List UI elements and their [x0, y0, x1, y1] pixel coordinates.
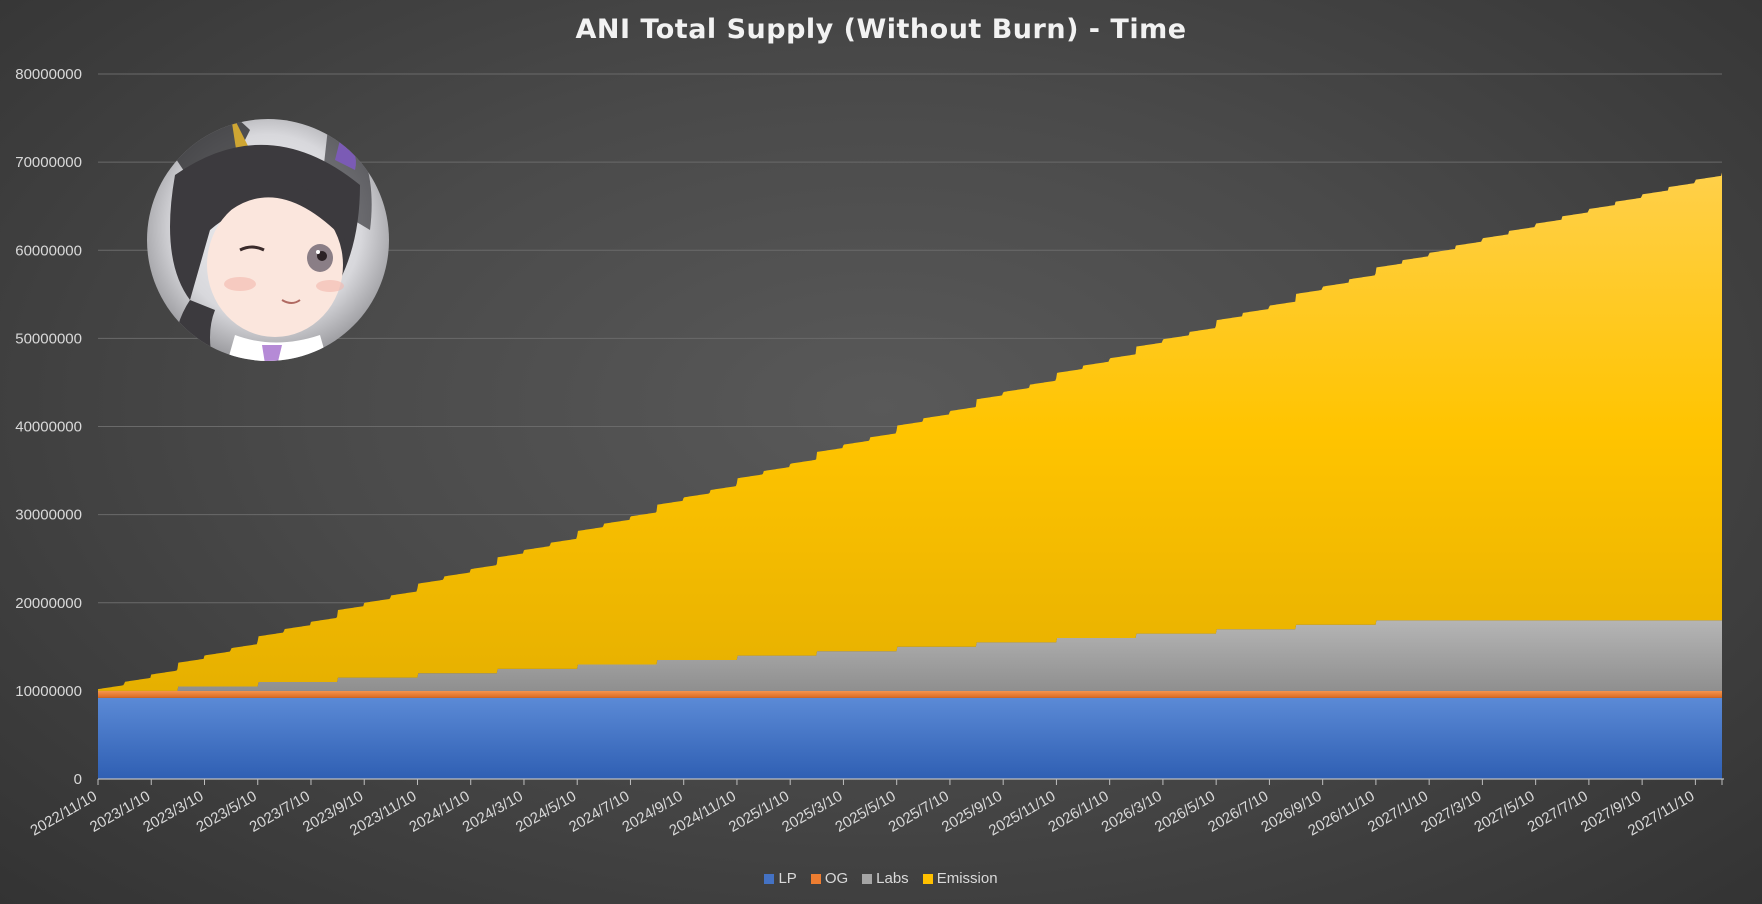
y-tick-label: 30000000	[15, 507, 82, 524]
x-tick-label: 2027/3/10	[1418, 788, 1484, 836]
x-tick-label: 2026/3/10	[1099, 788, 1165, 836]
x-tick-label: 2023/1/10	[87, 788, 153, 836]
x-tick-label: 2025/1/10	[726, 788, 792, 836]
x-tick-label: 2022/11/10	[27, 788, 100, 840]
x-tick-label: 2023/3/10	[140, 788, 206, 836]
x-tick-label: 2023/5/10	[193, 788, 259, 836]
legend-swatch-og	[810, 873, 821, 884]
x-tick-label: 2027/1/10	[1365, 788, 1431, 836]
area-series-og	[98, 690, 1722, 698]
y-tick-label: 80000000	[15, 66, 82, 83]
axes	[97, 778, 1724, 785]
y-tick-label: 20000000	[15, 595, 82, 612]
chart-title: ANI Total Supply (Without Burn) - Time	[575, 14, 1187, 45]
x-tick-label: 2024/1/10	[406, 788, 472, 836]
legend-item-labs: Labs	[862, 870, 909, 887]
y-tick-label: 60000000	[15, 242, 82, 259]
x-tick-labels: 2022/11/102023/1/102023/3/102023/5/10202…	[27, 788, 1697, 840]
legend-swatch-lp	[764, 873, 775, 884]
x-tick-label: 2025/3/10	[779, 788, 845, 836]
legend-label-lp: LP	[778, 870, 797, 887]
legend-item-lp: LP	[764, 870, 797, 887]
area-series-emission	[98, 172, 1722, 691]
x-tick-label: 2023/7/10	[247, 788, 313, 836]
x-tick-label: 2026/1/10	[1045, 788, 1111, 836]
legend-swatch-emission	[922, 873, 933, 884]
y-tick-label: 40000000	[15, 419, 82, 436]
legend-item-og: OG	[810, 870, 849, 887]
x-tick-label: 2024/5/10	[513, 788, 579, 836]
area-series-lp	[98, 697, 1722, 779]
x-tick-label: 2027/5/10	[1471, 788, 1537, 836]
legend-item-emission: Emission	[922, 870, 998, 887]
area-series-layer	[98, 172, 1722, 779]
x-tick-label: 2026/5/10	[1152, 788, 1218, 836]
anime-avatar-image	[147, 119, 389, 361]
y-tick-label: 70000000	[15, 154, 82, 171]
x-tick-label: 2024/7/10	[566, 788, 632, 836]
x-tick-label: 2025/5/10	[832, 788, 898, 836]
x-tick-label: 2024/3/10	[460, 788, 526, 836]
y-tick-label: 10000000	[15, 683, 82, 700]
y-tick-labels: 0 10000000 20000000 30000000 40000000 5000000…	[15, 66, 82, 788]
x-tick-label: 2026/7/10	[1205, 788, 1271, 836]
x-tick-label: 2027/7/10	[1525, 788, 1591, 836]
y-tick-label: 50000000	[15, 330, 82, 347]
legend-label-labs: Labs	[876, 870, 909, 887]
legend-swatch-labs	[862, 873, 873, 884]
y-tick-label: 0	[74, 771, 82, 788]
legend-label-emission: Emission	[936, 870, 998, 887]
area-series-labs	[98, 620, 1722, 691]
legend-label-og: OG	[824, 870, 849, 887]
chart-legend: LP OG Labs Emission	[0, 870, 1762, 887]
x-tick-label: 2025/7/10	[886, 788, 952, 836]
